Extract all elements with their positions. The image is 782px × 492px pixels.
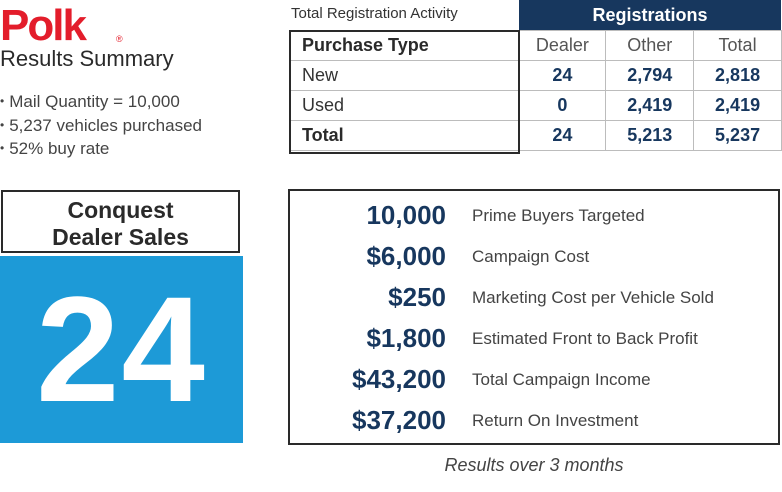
cell-other: 2,794 (605, 60, 695, 91)
registrations-header: Registrations (519, 0, 781, 30)
cell-total: 2,419 (693, 90, 782, 121)
result-label: Return On Investment (472, 411, 639, 430)
cell-other: 2,419 (605, 90, 695, 121)
result-row: $1,800 Estimated Front to Back Profit (290, 318, 778, 359)
table-row-total: Total 24 5,213 5,237 (288, 120, 782, 151)
result-row: $6,000 Campaign Cost (290, 236, 778, 277)
column-header-purchase-type: Purchase Type (288, 30, 520, 61)
results-box: 10,000 Prime Buyers Targeted $6,000 Camp… (288, 189, 780, 445)
results-footnote: Results over 3 months (444, 455, 624, 475)
result-value: $6,000 (366, 241, 446, 271)
table-header-row: Purchase Type Dealer Other Total (288, 30, 782, 61)
result-value: $250 (388, 282, 446, 312)
result-row: $250 Marketing Cost per Vehicle Sold (290, 277, 778, 318)
result-row: $43,200 Total Campaign Income (290, 359, 778, 400)
cell-total: 5,237 (693, 120, 782, 151)
cell-type: Total (288, 120, 520, 151)
column-header-dealer: Dealer (518, 30, 607, 61)
summary-list: Mail Quantity = 10,000 5,237 vehicles pu… (0, 90, 202, 161)
logo-registered-mark: ® (116, 34, 123, 44)
result-value: $1,800 (366, 323, 446, 353)
result-value: $43,200 (352, 364, 446, 394)
conquest-count: 24 (36, 265, 207, 433)
column-header-total: Total (693, 30, 782, 61)
cell-dealer: 0 (518, 90, 607, 121)
summary-bullet-mail-quantity: Mail Quantity = 10,000 (0, 90, 202, 114)
summary-bullet-buy-rate: 52% buy rate (0, 137, 202, 161)
conquest-count-panel: 24 (0, 256, 243, 443)
registration-table: Purchase Type Dealer Other Total New 24 … (288, 30, 782, 151)
cell-dealer: 24 (518, 60, 607, 91)
result-row: $37,200 Return On Investment (290, 400, 778, 441)
conquest-label-line2: Dealer Sales (52, 224, 189, 250)
result-row: 10,000 Prime Buyers Targeted (290, 195, 778, 236)
cell-type: Used (288, 90, 520, 121)
result-label: Campaign Cost (472, 247, 590, 266)
conquest-label: Conquest Dealer Sales (3, 192, 238, 251)
table-row: New 24 2,794 2,818 (288, 60, 782, 91)
result-label: Total Campaign Income (472, 370, 651, 389)
summary-bullet-vehicles-purchased: 5,237 vehicles purchased (0, 114, 202, 138)
cell-total: 2,818 (693, 60, 782, 91)
cell-dealer: 24 (518, 120, 607, 151)
result-label: Estimated Front to Back Profit (472, 329, 698, 348)
logo-text: Polk (0, 2, 87, 46)
conquest-label-line1: Conquest (67, 197, 174, 223)
summary-title: Results Summary (0, 46, 174, 71)
column-header-other: Other (605, 30, 695, 61)
cell-type: New (288, 60, 520, 91)
result-label: Marketing Cost per Vehicle Sold (472, 288, 714, 307)
table-row: Used 0 2,419 2,419 (288, 90, 782, 121)
table-caption: Total Registration Activity (291, 5, 458, 22)
cell-other: 5,213 (605, 120, 695, 151)
polk-logo: Polk ® (0, 2, 123, 46)
result-value: $37,200 (352, 405, 446, 435)
result-value: 10,000 (366, 200, 446, 230)
result-label: Prime Buyers Targeted (472, 206, 645, 225)
conquest-label-box: Conquest Dealer Sales (1, 190, 240, 253)
